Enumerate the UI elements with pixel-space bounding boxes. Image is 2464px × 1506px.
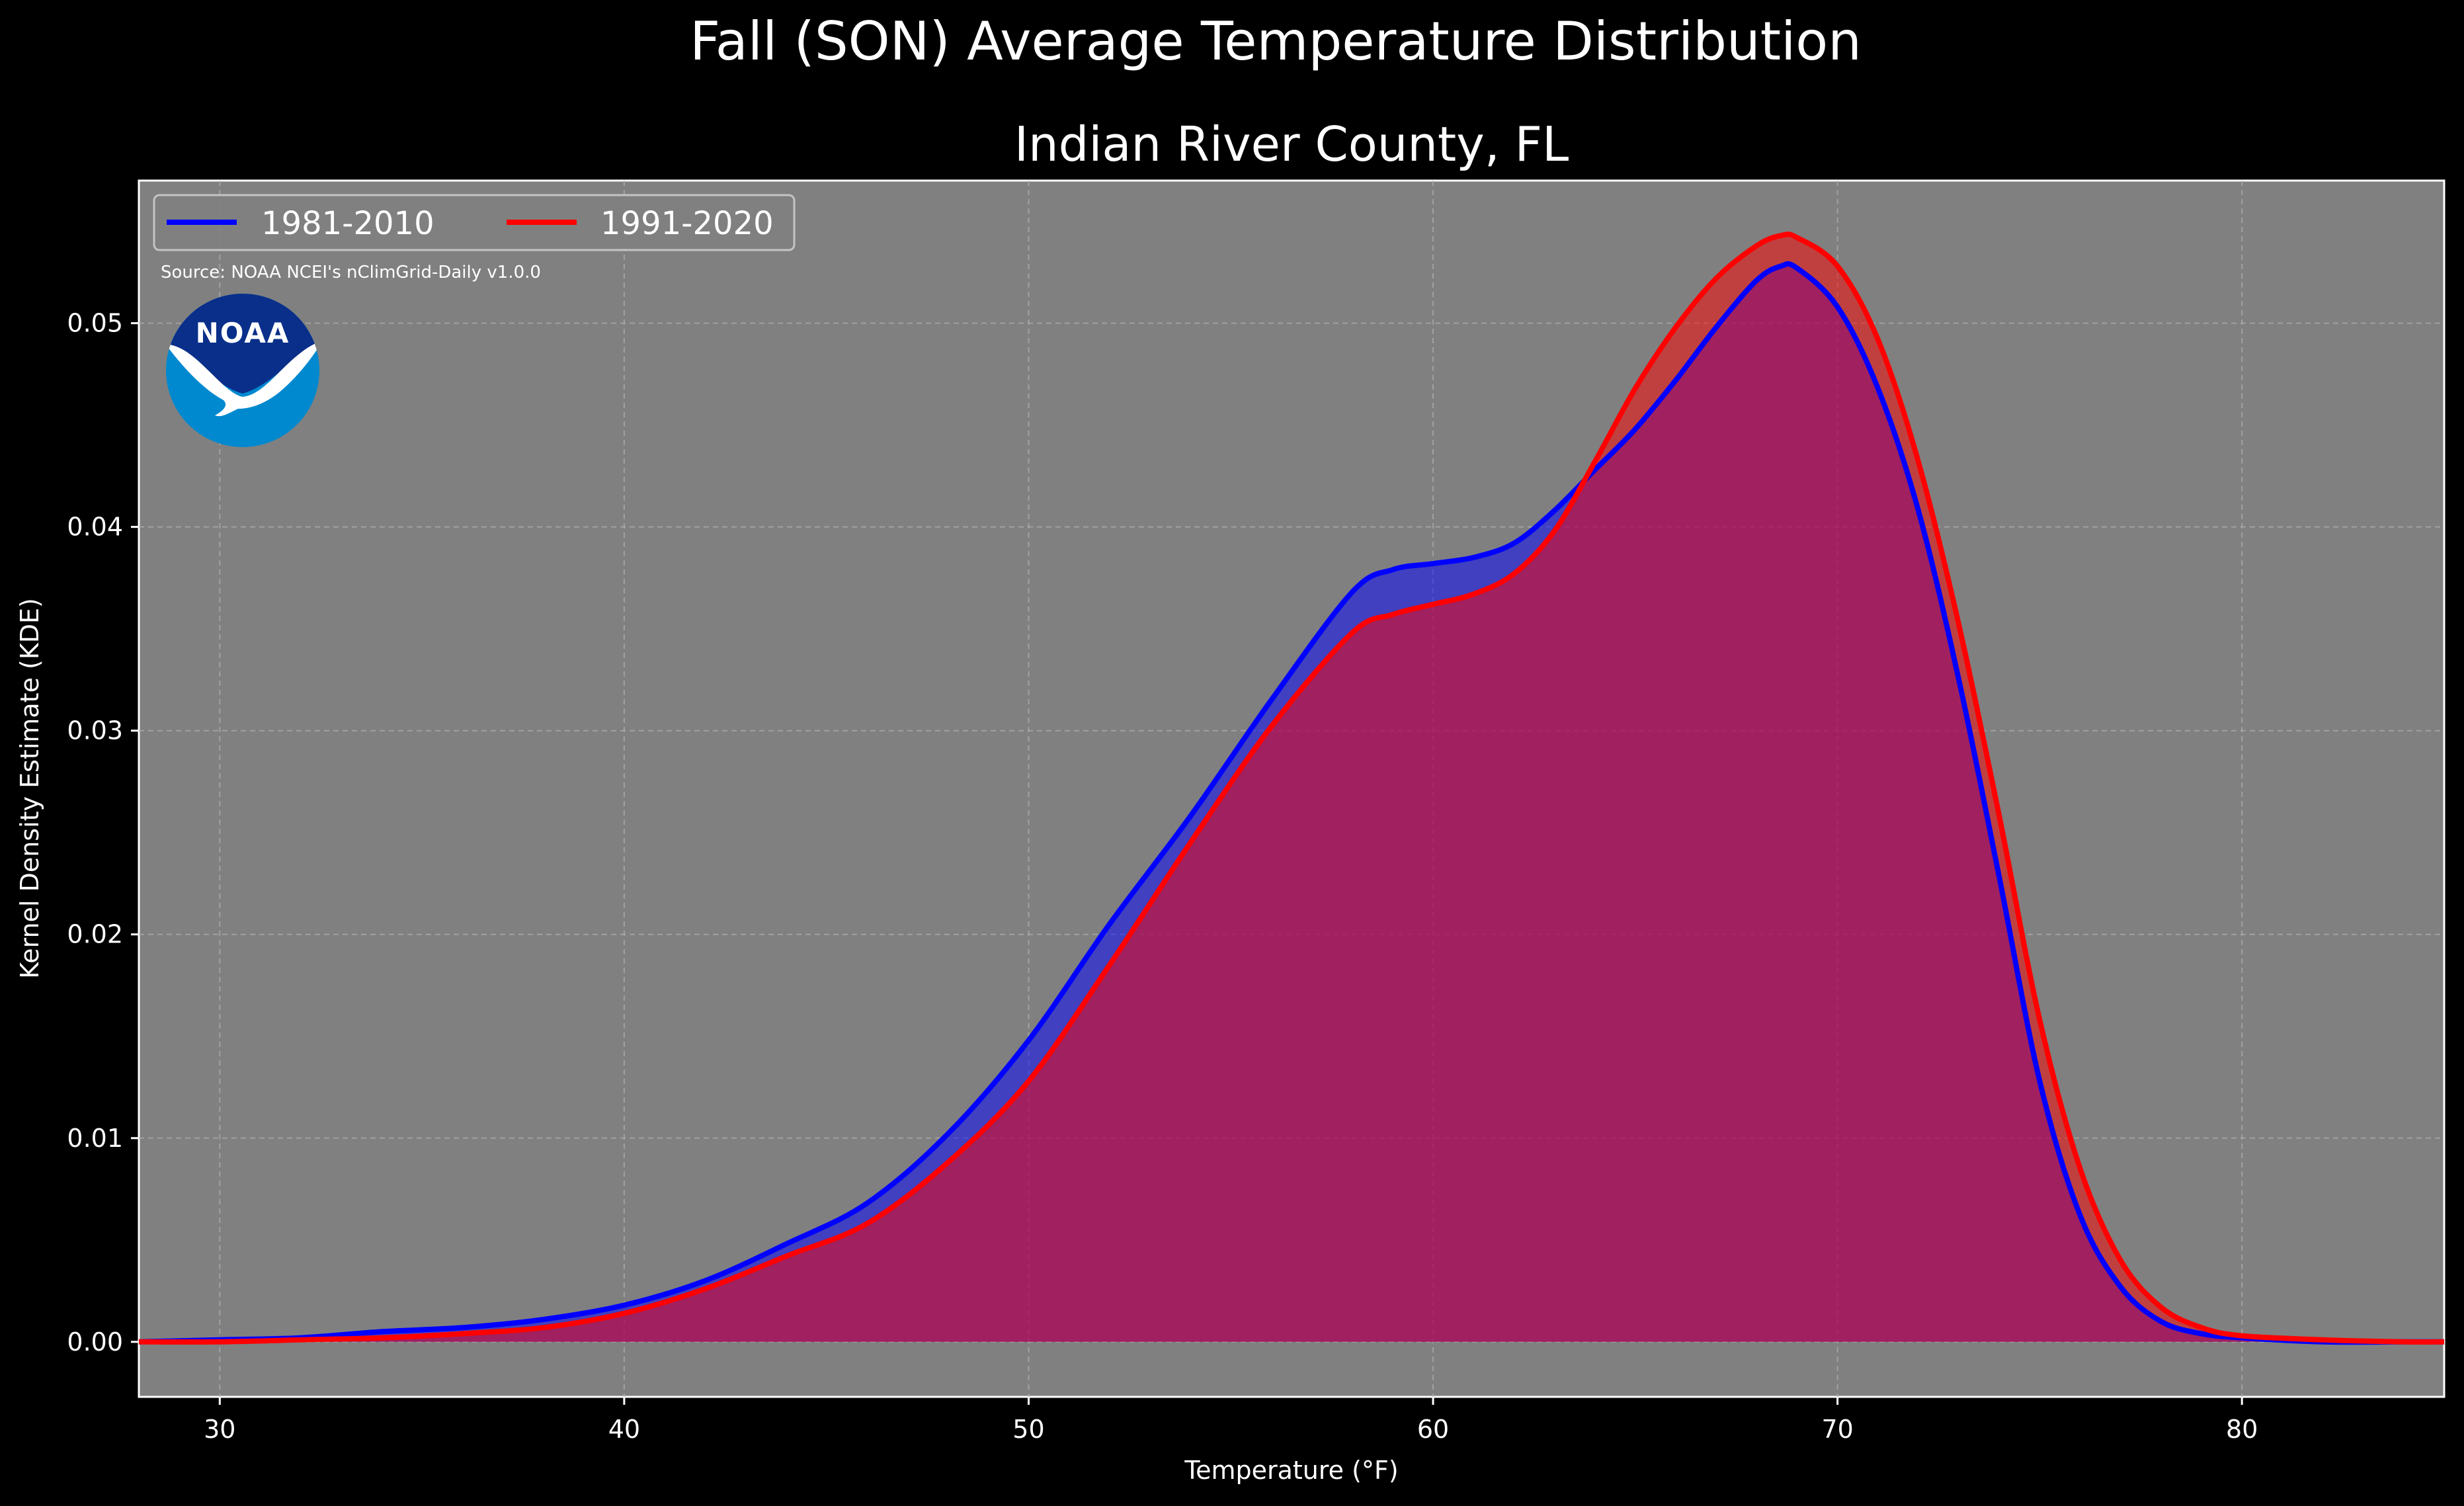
x-tick-label: 30 (204, 1415, 235, 1444)
x-tick-label: 50 (1012, 1415, 1044, 1444)
series-area-2 (139, 234, 2444, 1343)
legend: 1981-2010 1991-2020 (153, 194, 796, 251)
y-ticks: 0.00 0.01 0.02 0.03 0.04 0.05 (67, 309, 139, 1357)
y-tick-label: 0.04 (67, 513, 123, 542)
y-tick-label: 0.00 (67, 1327, 123, 1357)
x-tick-label: 40 (608, 1415, 640, 1444)
chart-suptitle: Fall (SON) Average Temperature Distribut… (690, 11, 1862, 72)
x-axis-label: Temperature (°F) (1184, 1456, 1398, 1485)
x-tick-label: 80 (2226, 1415, 2258, 1444)
x-tick-label: 60 (1417, 1415, 1449, 1444)
noaa-logo-text: NOAA (196, 317, 290, 349)
series-fills (139, 234, 2444, 1343)
noaa-logo: NOAA (166, 294, 319, 447)
legend-label-1: 1981-2010 (261, 205, 434, 242)
y-tick-label: 0.05 (67, 309, 123, 338)
x-ticks: 30 40 50 60 70 80 (204, 1397, 2258, 1444)
x-tick-label: 70 (1821, 1415, 1853, 1444)
y-tick-label: 0.02 (67, 920, 123, 949)
series-lines (138, 231, 2445, 1345)
y-tick-label: 0.03 (67, 716, 123, 745)
y-axis-label: Kernel Density Estimate (KDE) (15, 598, 44, 979)
legend-label-2: 1991-2020 (600, 205, 774, 242)
source-annotation: Source: NOAA NCEI's nClimGrid-Daily v1.0… (161, 263, 541, 282)
noaa-logo-gull (166, 341, 319, 417)
series-line-1 (138, 261, 2444, 1345)
series-line-2 (138, 231, 2445, 1345)
chart-title: Indian River County, FL (1014, 116, 1569, 172)
plot-area: 30 40 50 60 70 80 0.00 0.01 0.02 0.03 0.04 0.05 (67, 179, 2445, 1444)
y-tick-label: 0.01 (67, 1124, 123, 1153)
legend-box (153, 194, 796, 251)
